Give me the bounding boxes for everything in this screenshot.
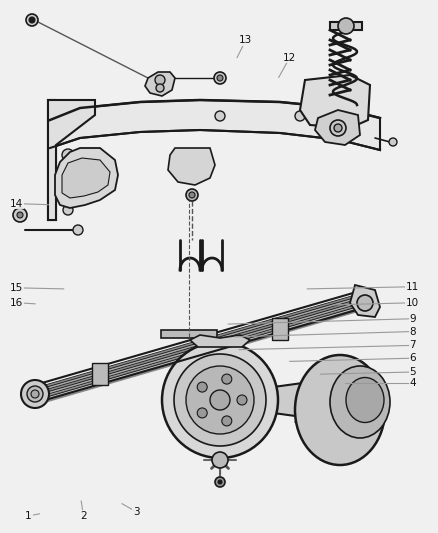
Circle shape	[73, 225, 83, 235]
Circle shape	[155, 84, 164, 92]
Circle shape	[197, 408, 207, 418]
Circle shape	[186, 366, 254, 434]
Circle shape	[221, 374, 231, 384]
Circle shape	[329, 120, 345, 136]
Circle shape	[388, 138, 396, 146]
Polygon shape	[314, 110, 359, 145]
Text: 7: 7	[408, 341, 415, 350]
Ellipse shape	[345, 377, 383, 423]
Circle shape	[13, 208, 27, 222]
Circle shape	[27, 386, 43, 402]
Text: 1: 1	[25, 511, 32, 521]
Polygon shape	[168, 148, 215, 185]
Circle shape	[197, 382, 207, 392]
Circle shape	[294, 111, 304, 121]
Polygon shape	[92, 363, 108, 385]
Circle shape	[216, 75, 223, 81]
Circle shape	[26, 14, 38, 26]
Circle shape	[62, 149, 74, 161]
Text: 8: 8	[408, 327, 415, 336]
Circle shape	[155, 75, 165, 85]
Circle shape	[21, 380, 49, 408]
Text: 16: 16	[10, 298, 23, 308]
Circle shape	[63, 205, 73, 215]
Circle shape	[333, 124, 341, 132]
Polygon shape	[62, 158, 110, 198]
Text: 11: 11	[405, 282, 418, 292]
Circle shape	[29, 17, 35, 23]
Polygon shape	[55, 148, 118, 208]
Polygon shape	[50, 100, 379, 150]
Polygon shape	[161, 330, 216, 338]
Circle shape	[337, 18, 353, 34]
Text: 9: 9	[408, 314, 415, 324]
Circle shape	[173, 354, 265, 446]
Polygon shape	[349, 285, 379, 317]
Polygon shape	[265, 382, 309, 418]
Circle shape	[31, 390, 39, 398]
Text: 5: 5	[408, 367, 415, 377]
Circle shape	[215, 477, 225, 487]
Text: 4: 4	[408, 378, 415, 387]
Circle shape	[162, 342, 277, 458]
Circle shape	[209, 390, 230, 410]
Polygon shape	[299, 75, 369, 128]
Circle shape	[356, 295, 372, 311]
Polygon shape	[329, 22, 361, 30]
Circle shape	[63, 180, 73, 190]
Text: 15: 15	[10, 283, 23, 293]
Text: 14: 14	[10, 199, 23, 208]
Polygon shape	[48, 100, 95, 220]
Polygon shape	[190, 335, 249, 347]
Ellipse shape	[294, 355, 384, 465]
Text: 10: 10	[405, 298, 418, 308]
Circle shape	[215, 111, 225, 121]
Text: 6: 6	[408, 353, 415, 363]
Text: 12: 12	[283, 53, 296, 62]
Ellipse shape	[329, 366, 389, 438]
Circle shape	[213, 72, 226, 84]
Circle shape	[212, 452, 227, 468]
Circle shape	[189, 192, 194, 198]
Polygon shape	[272, 318, 287, 340]
Polygon shape	[48, 100, 56, 220]
Polygon shape	[145, 72, 175, 96]
Circle shape	[221, 416, 231, 426]
Text: 3: 3	[132, 507, 139, 516]
Text: 2: 2	[80, 511, 87, 521]
Circle shape	[17, 212, 23, 218]
Circle shape	[218, 480, 222, 484]
Circle shape	[186, 189, 198, 201]
Text: 13: 13	[239, 35, 252, 45]
Circle shape	[237, 395, 247, 405]
